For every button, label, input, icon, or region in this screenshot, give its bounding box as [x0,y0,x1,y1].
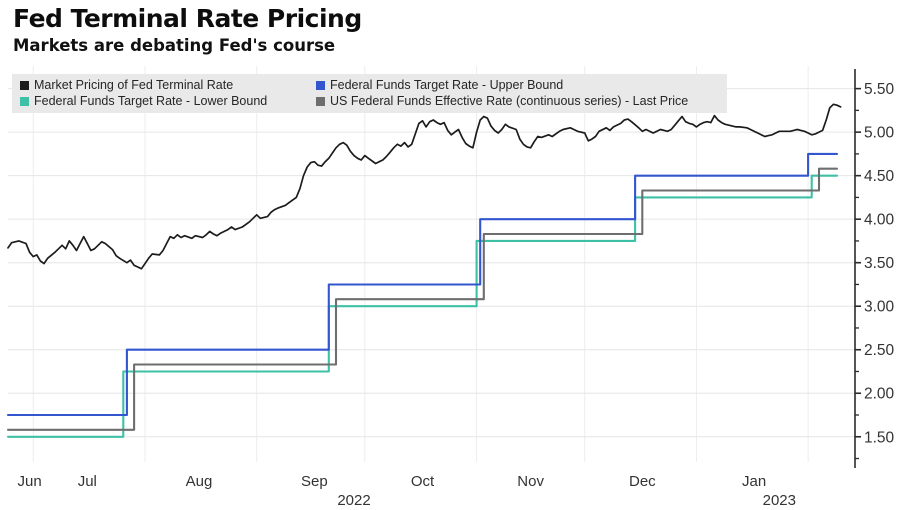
x-axis-month-label: Nov [517,473,544,490]
y-axis-tick-label: 2.50 [864,342,895,359]
legend-swatch-icon [20,80,29,90]
legend-item-1: Federal Funds Target Rate - Upper Bound [316,78,719,92]
legend-item-label: Federal Funds Target Rate - Lower Bound [34,94,268,108]
legend-item-2: Federal Funds Target Rate - Lower Bound [20,94,312,108]
series-line-us-federal-funds-effective-rate-continuous-series-last-price [6,167,839,431]
x-axis-month-label: Sep [301,473,328,490]
chart-subtitle: Markets are debating Fed's course [13,36,336,55]
x-axis-month-label: Jan [742,473,766,490]
y-axis-tick-label: 4.00 [864,212,895,229]
y-axis-tick-label: 1.50 [864,429,895,446]
y-axis-tick-label: 5.50 [864,81,895,98]
series-line-market-pricing-of-fed-terminal-rate [7,103,842,270]
legend-item-0: Market Pricing of Fed Terminal Rate [20,78,312,92]
x-axis-month-label: Aug [186,473,213,490]
x-axis-year-label: 2023 [763,492,796,509]
legend-swatch-icon [316,96,325,106]
y-axis-tick-label: 3.50 [864,255,895,272]
x-axis-month-label: Jun [18,473,42,490]
legend-item-label: Market Pricing of Fed Terminal Rate [34,78,234,92]
y-axis-tick-label: 4.50 [864,168,895,185]
series-line-federal-funds-target-rate-upper-bound [6,152,839,417]
y-axis-tick-label: 5.00 [864,125,895,142]
x-axis-month-label: Dec [629,473,656,490]
legend: Market Pricing of Fed Terminal Rate Feder… [12,74,727,113]
legend-swatch-icon [316,80,325,90]
legend-item-label: US Federal Funds Effective Rate (continu… [330,94,689,108]
x-axis-year-label: 2022 [337,492,370,509]
legend-item-label: Federal Funds Target Rate - Upper Bound [330,78,564,92]
y-axis-tick-label: 2.00 [864,386,895,403]
legend-item-3: US Federal Funds Effective Rate (continu… [316,94,719,108]
y-axis-tick-label: 3.00 [864,299,895,316]
legend-swatch-icon [20,96,29,106]
chart-title: Fed Terminal Rate Pricing [13,4,362,33]
series-line-federal-funds-target-rate-lower-bound [6,174,839,438]
x-axis-month-label: Oct [411,473,435,490]
x-axis-month-label: Jul [78,473,97,490]
